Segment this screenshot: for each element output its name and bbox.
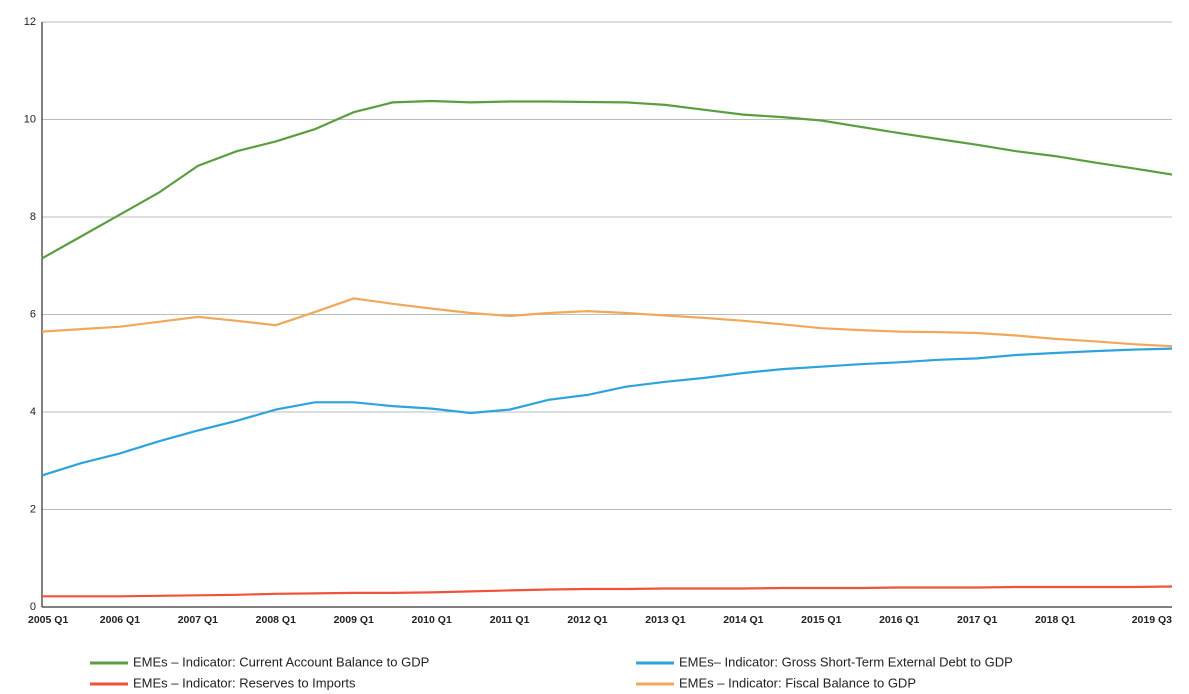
legend-label: EMEs – Indicator: Reserves to Imports [133, 675, 356, 690]
x-tick-label: 2018 Q1 [1035, 614, 1075, 626]
x-tick-label: 2019 Q3 [1132, 614, 1172, 626]
legend-label: EMEs – Indicator: Current Account Balanc… [133, 654, 429, 669]
legend-label: EMEs – Indicator: Fiscal Balance to GDP [679, 675, 916, 690]
x-tick-label: 2017 Q1 [957, 614, 997, 626]
x-tick-label: 2013 Q1 [645, 614, 685, 626]
x-tick-label: 2016 Q1 [879, 614, 919, 626]
y-tick-label: 12 [24, 16, 36, 28]
x-tick-label: 2007 Q1 [178, 614, 218, 626]
y-tick-label: 6 [30, 308, 36, 320]
x-tick-label: 2009 Q1 [334, 614, 374, 626]
y-tick-label: 4 [30, 406, 36, 418]
series-line [41, 99, 1173, 260]
y-tick-label: 10 [24, 113, 36, 125]
legend-label: EMEs– Indicator: Gross Short-Term Extern… [679, 654, 1013, 669]
x-tick-label: 2015 Q1 [801, 614, 841, 626]
x-tick-label: 2011 Q1 [490, 614, 530, 626]
x-tick-label: 2010 Q1 [412, 614, 452, 626]
series-line [41, 297, 1173, 348]
x-tick-label: 2008 Q1 [256, 614, 296, 626]
y-tick-label: 8 [30, 211, 36, 223]
y-tick-label: 2 [30, 503, 36, 515]
x-tick-label: 2005 Q1 [28, 614, 68, 626]
series-line [41, 347, 1173, 477]
x-tick-label: 2014 Q1 [723, 614, 763, 626]
x-tick-label: 2006 Q1 [100, 614, 140, 626]
series-line [42, 585, 1173, 598]
x-tick-label: 2012 Q1 [567, 614, 607, 626]
y-tick-label: 0 [30, 601, 36, 613]
